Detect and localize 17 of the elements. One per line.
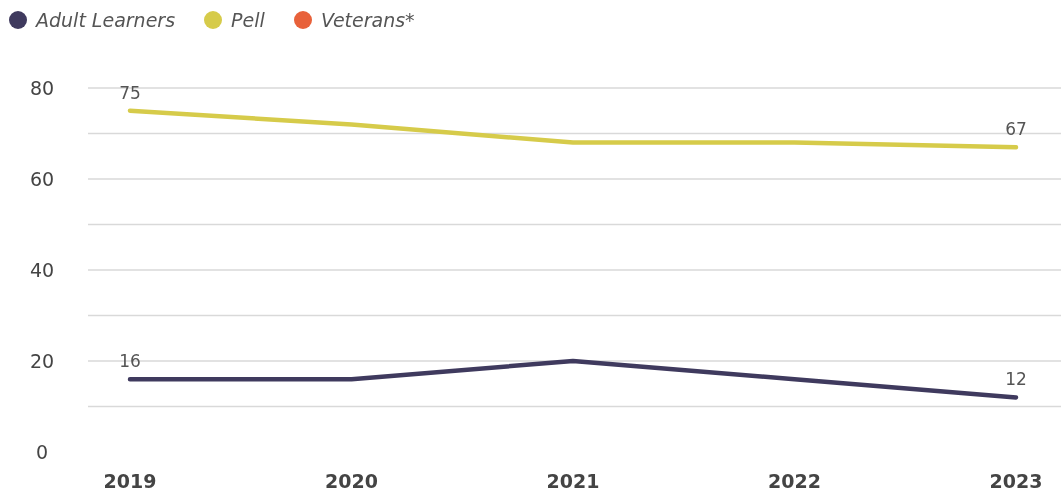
x-tick-label: 2020 bbox=[325, 470, 378, 492]
data-label: 16 bbox=[119, 351, 141, 372]
x-tick-label: 2021 bbox=[546, 470, 600, 492]
y-tick-label: 60 bbox=[29, 167, 55, 190]
data-label: 12 bbox=[1005, 369, 1027, 390]
legend-label: Veterans* bbox=[321, 8, 415, 31]
y-tick-label: 0 bbox=[35, 440, 49, 463]
x-tick-label: 2023 bbox=[989, 470, 1043, 492]
legend-label: Pell bbox=[231, 8, 266, 31]
data-label: 67 bbox=[1005, 119, 1027, 140]
y-tick-label: 20 bbox=[29, 349, 55, 372]
legend-label: Adult Learners bbox=[34, 8, 176, 31]
data-label: 75 bbox=[119, 82, 141, 103]
y-tick-label: 80 bbox=[29, 76, 55, 99]
x-tick-label: 2019 bbox=[103, 470, 157, 492]
x-tick-label: 2022 bbox=[768, 470, 821, 492]
y-tick-label: 40 bbox=[29, 258, 55, 281]
